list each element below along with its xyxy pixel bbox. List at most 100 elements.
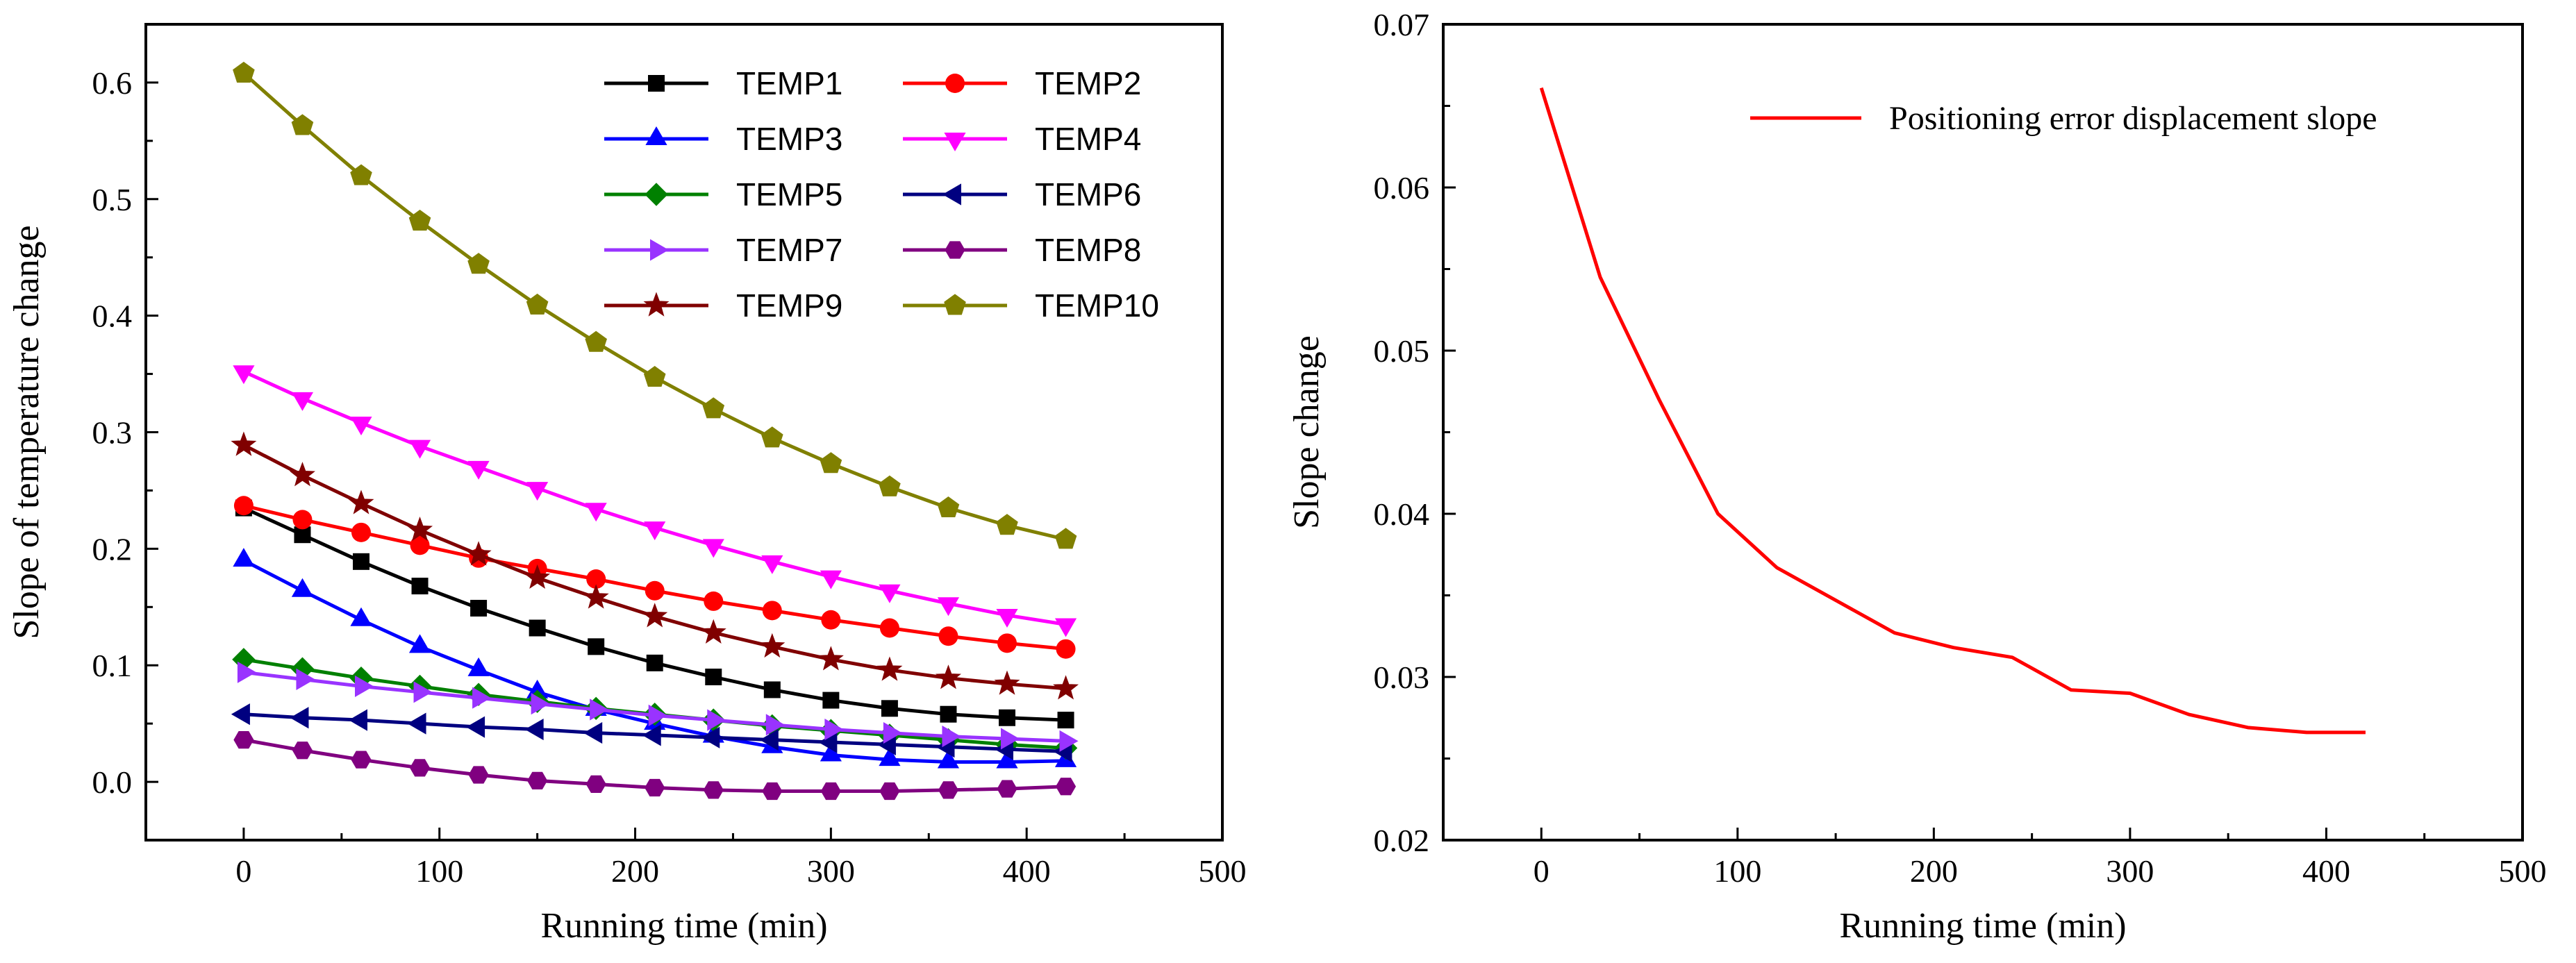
data-point: [763, 681, 781, 698]
series-temp4: [233, 365, 1077, 637]
data-point: [583, 721, 603, 744]
data-point: [410, 535, 430, 555]
data-point: [233, 365, 255, 385]
data-point: [876, 656, 903, 681]
legend-label: TEMP6: [1035, 176, 1141, 212]
legend-entry: TEMP2: [903, 65, 1141, 101]
plot-frame: [1442, 23, 2524, 841]
data-point: [759, 729, 779, 751]
y-tick-label: 0.0: [92, 764, 133, 800]
x-tick-label: 100: [415, 853, 463, 889]
y-tick-label: 0.2: [92, 531, 133, 567]
data-point: [644, 521, 666, 541]
data-point: [296, 668, 315, 690]
legend-label: TEMP4: [1035, 121, 1141, 157]
data-point: [350, 607, 372, 626]
legend: Positioning error displacement slope: [1750, 100, 2377, 137]
data-point: [942, 726, 961, 748]
data-point: [524, 718, 544, 741]
x-tick-label: 300: [2106, 853, 2154, 889]
data-point: [467, 657, 490, 676]
series-temp8: [233, 731, 1077, 801]
data-point: [291, 578, 314, 597]
legend-label: Positioning error displacement slope: [1889, 100, 2377, 137]
data-point: [409, 759, 431, 777]
data-point: [350, 417, 372, 436]
legend-entry: TEMP7: [604, 232, 842, 268]
data-point: [1057, 712, 1074, 729]
chart-2: 0 100 200 300 400 500 0.02 0.03 0.04 0.05 0.06 0.07…: [1287, 7, 2547, 946]
data-point: [999, 709, 1015, 726]
data-point: [994, 670, 1020, 695]
legend-entry: TEMP9: [604, 287, 842, 324]
series-temp7: [237, 661, 1079, 752]
legend-entry: TEMP4: [903, 121, 1141, 157]
data-point: [1055, 778, 1077, 796]
data-point: [935, 664, 961, 689]
data-point: [883, 721, 902, 744]
data-point: [413, 681, 433, 703]
data-point: [350, 164, 372, 185]
data-point: [879, 584, 901, 603]
y-axis-label: Slope of temperature change: [7, 225, 47, 639]
data-point: [237, 661, 256, 683]
x-tick-label: 400: [1003, 853, 1051, 889]
x-tick-label: 300: [807, 853, 855, 889]
x-tick-label: 200: [611, 853, 659, 889]
data-point: [588, 638, 605, 655]
legend-entry: TEMP10: [903, 287, 1159, 324]
x-tick-label: 100: [1713, 853, 1761, 889]
data-point: [351, 522, 371, 542]
data-point: [292, 742, 313, 760]
data-point: [233, 61, 255, 83]
data-point: [411, 578, 429, 595]
legend-entry: Positioning error displacement slope: [1750, 100, 2377, 137]
data-point: [349, 709, 367, 731]
data-point: [233, 731, 254, 749]
data-point: [590, 698, 609, 721]
data-point: [468, 766, 489, 784]
data-point: [761, 555, 783, 574]
data-point: [940, 705, 957, 723]
data-point: [817, 646, 844, 671]
legend-label: TEMP5: [736, 176, 842, 212]
data-point: [820, 782, 841, 801]
legend-entry: TEMP3: [604, 121, 842, 157]
x-tick-label: 500: [1199, 853, 1247, 889]
y-tick-label: 0.3: [92, 415, 133, 451]
data-point: [1056, 639, 1076, 659]
data-point: [700, 619, 726, 644]
data-point: [467, 460, 490, 480]
data-point: [642, 603, 668, 628]
data-point: [643, 365, 666, 387]
data-point: [820, 452, 842, 474]
data-point: [1053, 675, 1079, 700]
data-point: [353, 553, 369, 570]
data-point: [938, 626, 958, 646]
x-tick-label: 0: [235, 853, 251, 889]
legend-entry: TEMP1: [604, 65, 842, 101]
legend-marker: [650, 239, 669, 261]
series-temp9: [231, 431, 1079, 700]
data-point: [879, 782, 900, 801]
data-point: [351, 751, 372, 769]
series-temp10: [233, 61, 1077, 549]
data-point: [526, 293, 549, 315]
legend-marker: [648, 75, 665, 92]
data-point: [703, 781, 724, 799]
data-point: [465, 541, 492, 566]
x-tick-label: 500: [2499, 853, 2547, 889]
data-point: [642, 724, 661, 746]
legend-label: TEMP9: [736, 287, 842, 324]
legend-marker: [944, 133, 966, 152]
legend-label: TEMP1: [736, 65, 842, 101]
data-point: [472, 687, 492, 709]
data-point: [1059, 730, 1079, 752]
data-point: [762, 782, 783, 801]
data-point: [1001, 728, 1020, 750]
data-point: [997, 633, 1017, 653]
data-point: [526, 482, 549, 501]
data-point: [762, 601, 782, 621]
legend-entry: TEMP6: [903, 176, 1141, 212]
